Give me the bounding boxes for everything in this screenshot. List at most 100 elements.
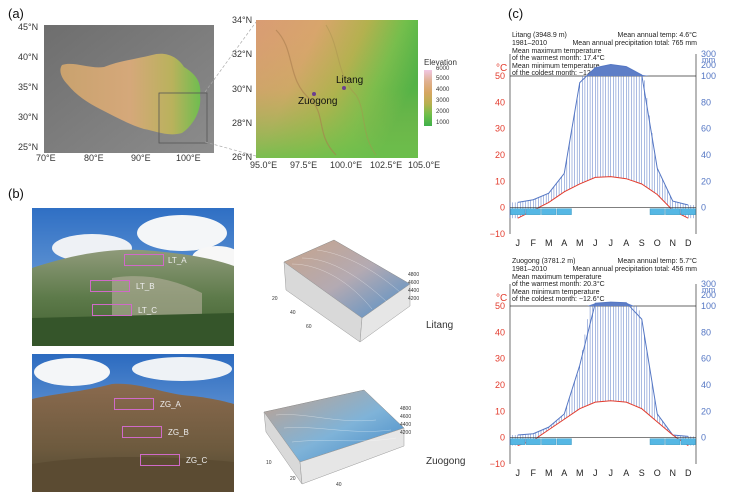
temp-tick-label: −10 [490, 229, 505, 239]
frost-month-box [649, 208, 665, 215]
precipitation-line [517, 63, 689, 206]
plot-label-zg-b: ZG_B [168, 428, 189, 437]
precip-tick-label: 20 [701, 406, 711, 416]
terrain-tick: 10 [266, 460, 272, 466]
litang-photo: LT_A LT_B LT_C [32, 208, 234, 346]
zuogong-note-max-2: of the warmest month: 20.3°C [512, 281, 605, 288]
legend-tick: 6000 [436, 66, 450, 72]
lat-tick: 35°N [18, 82, 39, 92]
litang-annual-temp: Mean annual temp: 4.6°C [617, 32, 697, 39]
litang-terrain-label: Litang [426, 320, 454, 331]
zuogong-annual-temp: Mean annual temp: 5.7°C [617, 258, 697, 265]
lat-tick: 28°N [232, 118, 253, 128]
month-label: A [623, 468, 629, 478]
terrain-tick: 4200 [408, 296, 420, 302]
zuogong-note-min-1: Mean minimum temperature [512, 289, 600, 296]
temp-tick-label: 50 [495, 301, 505, 311]
terrain-tick: 4800 [400, 406, 412, 412]
temp-tick-label: 30 [495, 124, 505, 134]
month-label: M [576, 468, 584, 478]
litang-note-max-2: of the warmest month: 17.4°C [512, 55, 605, 62]
lat-tick: 32°N [232, 49, 253, 59]
zuogong-chart-period: 1981–2010 [512, 266, 548, 273]
lon-tick: 97.5°E [290, 160, 318, 170]
month-label: D [685, 468, 692, 478]
frost-month-box [649, 438, 665, 445]
litang-note-min-1: Mean minimum temperature [512, 63, 600, 70]
overview-map [44, 25, 214, 153]
temp-tick-label: 10 [495, 176, 505, 186]
lon-tick: 80°E [84, 153, 104, 163]
plot-label-zg-a: ZG_A [160, 400, 181, 409]
litang-terrain-3d [283, 239, 411, 343]
month-label: J [516, 468, 521, 478]
zuogong-note-max-1: Mean maximum temperature [512, 274, 602, 281]
site-label-zuogong: Zuogong [298, 96, 338, 107]
zoom-map [256, 20, 418, 158]
frost-month-box [556, 208, 572, 215]
lon-tick: 105.0°E [408, 160, 441, 170]
precip-tick-label: 300 [701, 280, 716, 289]
precip-tick-label: 40 [701, 380, 711, 390]
panel-label-c: (c) [508, 6, 524, 21]
temp-unit-label: °C [496, 293, 507, 304]
month-label: J [593, 238, 598, 248]
temp-unit-label: °C [496, 63, 507, 74]
temp-tick-label: 20 [495, 150, 505, 160]
precip-tick-label: 0 [701, 433, 706, 443]
precip-tick-label: 200 [701, 60, 716, 70]
precip-tick-label: 60 [701, 124, 711, 134]
lat-tick: 25°N [18, 142, 39, 152]
lon-tick: 70°E [36, 153, 56, 163]
plot-box-lt-c [92, 304, 132, 316]
legend-title: Elevation [424, 58, 457, 67]
terrain-tick: 4600 [408, 280, 420, 286]
lat-tick: 34°N [232, 15, 253, 25]
terrain-tick: 40 [336, 482, 342, 488]
zuogong-note-min-2: of the coldest month: −12.6°C [512, 296, 605, 303]
legend-tick: 5000 [436, 76, 450, 82]
plot-label-lt-c: LT_C [138, 306, 157, 315]
lon-tick: 100.0°E [330, 160, 363, 170]
terrain-tick: 40 [290, 310, 296, 316]
lon-tick: 102.5°E [370, 160, 403, 170]
study-area-box [158, 92, 208, 144]
litang-note-min-2: of the coldest month: −12.6°C [512, 70, 605, 77]
plot-box-lt-a [124, 254, 164, 266]
terrain-tick: 4400 [400, 422, 412, 428]
frost-month-box [525, 438, 541, 445]
frost-month-box [680, 208, 696, 215]
precipitation-line [517, 301, 689, 437]
zuogong-terrain-label: Zuogong [426, 456, 466, 467]
legend-tick: 2000 [436, 109, 450, 115]
month-label: N [670, 468, 677, 478]
frost-month-box [510, 438, 526, 445]
frost-month-box [510, 208, 526, 215]
precip-tick-label: 80 [701, 327, 711, 337]
month-label: J [516, 238, 521, 248]
precip-tick-label: 100 [701, 301, 716, 311]
precip-tick-label: 40 [701, 150, 711, 160]
precip-unit-label: mm [702, 286, 716, 295]
frost-month-box [680, 438, 696, 445]
zuogong-terrain-3d [263, 389, 405, 485]
month-label: A [561, 468, 567, 478]
month-label: F [531, 468, 537, 478]
month-label: J [609, 468, 614, 478]
plot-label-lt-a: LT_A [168, 256, 187, 265]
frost-month-box [665, 438, 681, 445]
frost-month-box [556, 438, 572, 445]
plot-box-zg-b [122, 426, 162, 438]
temp-tick-label: 10 [495, 406, 505, 416]
litang-note-max-1: Mean maximum temperature [512, 48, 602, 55]
lat-tick: 40°N [18, 52, 39, 62]
legend-tick: 1000 [436, 120, 450, 126]
litang-chart-title: Litang (3948.9 m) [512, 32, 567, 39]
lon-tick: 95.0°E [250, 160, 278, 170]
zuogong-annual-precip: Mean annual precipitation total: 456 mm [572, 266, 697, 273]
terrain-tick: 4800 [408, 272, 420, 278]
frost-month-box [665, 208, 681, 215]
legend-tick: 3000 [436, 98, 450, 104]
zoom-connector [204, 21, 257, 157]
